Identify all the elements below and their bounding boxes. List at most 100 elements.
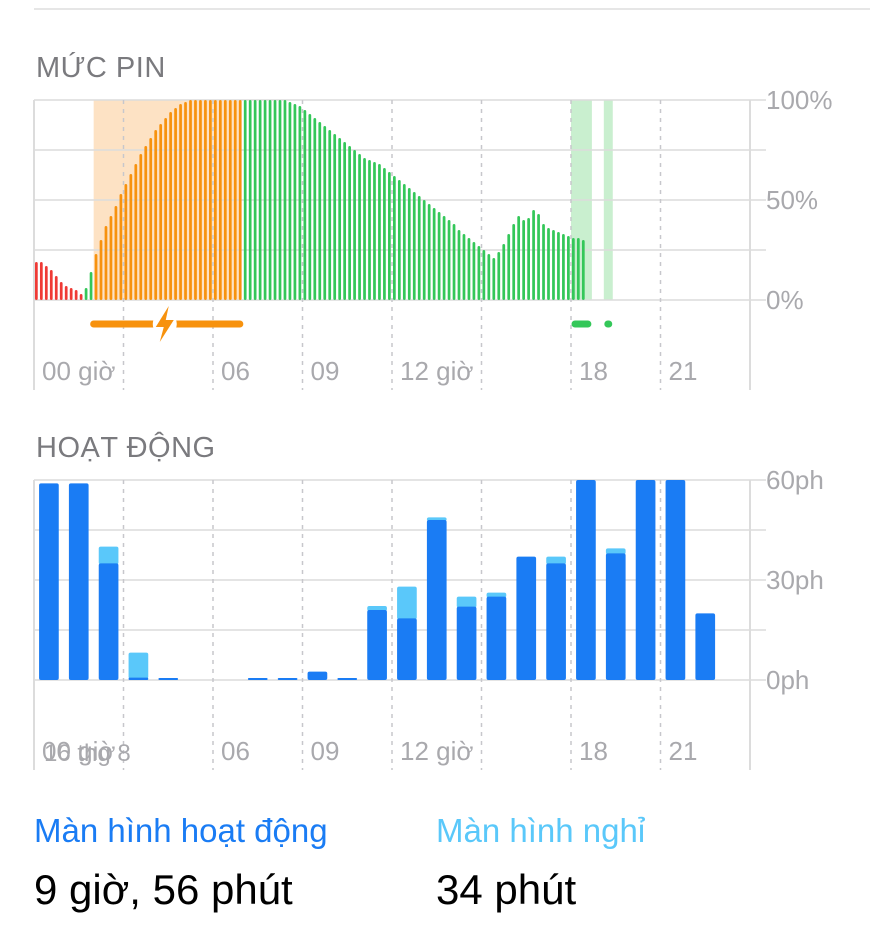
battery-bar — [397, 180, 401, 300]
battery-bar — [447, 220, 451, 300]
battery-bar — [298, 106, 302, 300]
battery-bar — [169, 112, 172, 300]
screen-on-bar — [486, 596, 507, 680]
battery-bar — [442, 216, 446, 300]
battery-bar — [328, 130, 332, 300]
battery-bar — [457, 230, 461, 300]
battery-bar — [74, 290, 78, 300]
battery-bar — [437, 212, 441, 300]
battery-bar — [348, 146, 351, 300]
battery-bar — [542, 224, 545, 300]
screen-on-bar — [426, 520, 447, 680]
x-tick-label: 06 — [221, 356, 250, 386]
battery-bar — [268, 100, 272, 300]
battery-bar — [412, 192, 416, 300]
battery-bar — [238, 100, 242, 300]
battery-bar — [492, 258, 496, 300]
battery-bar — [333, 134, 337, 300]
x-tick-label: 12 giờ — [400, 356, 473, 386]
screen-idle-bar — [546, 556, 566, 565]
screen-idle-bar — [397, 586, 417, 620]
battery-bar — [358, 154, 361, 300]
battery-bar — [174, 108, 177, 300]
screen-on-value: 9 giờ, 56 phút — [34, 866, 293, 913]
battery-bar — [124, 184, 128, 300]
battery-bar — [303, 110, 307, 300]
battery-bar — [59, 282, 63, 300]
battery-bar — [432, 208, 436, 300]
battery-bar — [228, 100, 232, 300]
y-tick-label: 50% — [766, 185, 818, 215]
battery-bar — [79, 294, 83, 300]
screen-on-bar — [456, 606, 477, 680]
battery-bar — [527, 218, 530, 300]
screen-on-bar — [516, 556, 537, 680]
battery-bar — [557, 232, 560, 300]
battery-bar — [54, 276, 58, 300]
y-tick-label: 0% — [766, 285, 804, 315]
screen-on-bar — [695, 613, 716, 680]
battery-bar — [308, 114, 312, 300]
screen-on-bar — [605, 553, 626, 680]
battery-bar — [199, 100, 202, 300]
screen-on-bar — [68, 483, 89, 680]
screen-on-bar — [247, 678, 268, 680]
x-tick-label: 09 — [311, 356, 340, 386]
battery-bar — [119, 194, 123, 300]
battery-bar — [283, 100, 287, 300]
battery-level-chart[interactable]: 100% 50% 0% 00 giờ 06 09 12 giờ 18 21 — [0, 0, 870, 400]
battery-bar — [288, 102, 292, 300]
battery-bar — [248, 100, 252, 300]
battery-bar — [373, 162, 376, 300]
screen-idle-legend-label: Màn hình nghỉ — [436, 812, 646, 849]
battery-bar — [94, 254, 98, 300]
date-label: 16 thg 8 — [44, 740, 131, 767]
battery-bar — [293, 104, 297, 300]
activity-chart[interactable]: 60ph 30ph 0ph 00 giờ 06 09 12 giờ 18 21 — [0, 465, 870, 770]
x-tick-label: 18 — [579, 356, 608, 386]
screen-on-bar — [158, 678, 179, 680]
battery-bar — [44, 266, 48, 300]
battery-bar — [402, 184, 406, 300]
battery-bar — [34, 262, 38, 300]
battery-bar — [164, 118, 168, 300]
screen-on-bar — [367, 610, 387, 680]
x-tick-label: 06 — [221, 736, 250, 766]
battery-bar — [517, 216, 521, 300]
battery-bar — [388, 172, 391, 300]
battery-bar — [204, 100, 207, 300]
battery-bar — [392, 176, 396, 300]
battery-bar — [213, 100, 217, 300]
battery-bar — [194, 100, 197, 300]
screen-idle-bar — [98, 546, 119, 565]
battery-bar — [273, 100, 277, 300]
battery-bar — [472, 242, 476, 300]
x-tick-label: 12 giờ — [400, 736, 473, 766]
battery-bar — [552, 230, 555, 300]
screen-on-bar — [635, 480, 656, 680]
screen-idle-bar — [486, 592, 507, 598]
battery-bar — [497, 252, 501, 300]
battery-bar — [482, 250, 486, 300]
battery-bar — [253, 100, 257, 300]
battery-bar — [39, 262, 43, 300]
activity-title: HOẠT ĐỘNG — [36, 432, 216, 464]
battery-bar — [417, 196, 421, 300]
battery-bar — [189, 100, 192, 300]
x-tick-label: 00 giờ — [42, 356, 115, 386]
screen-on-bar — [39, 483, 59, 680]
battery-bar — [512, 224, 516, 300]
battery-bar — [99, 240, 103, 300]
battery-bar — [502, 244, 506, 300]
screen-idle-bar — [128, 652, 149, 679]
battery-bar — [104, 226, 108, 300]
screen-on-bar — [546, 563, 566, 680]
screen-on-bar — [128, 677, 149, 680]
x-tick-label: 09 — [311, 736, 340, 766]
battery-bar — [522, 220, 526, 300]
battery-bar — [313, 118, 317, 300]
battery-bar — [69, 288, 73, 300]
battery-bar — [114, 206, 118, 300]
battery-bar — [343, 142, 347, 300]
screen-on-legend-label: Màn hình hoạt động — [34, 812, 328, 849]
